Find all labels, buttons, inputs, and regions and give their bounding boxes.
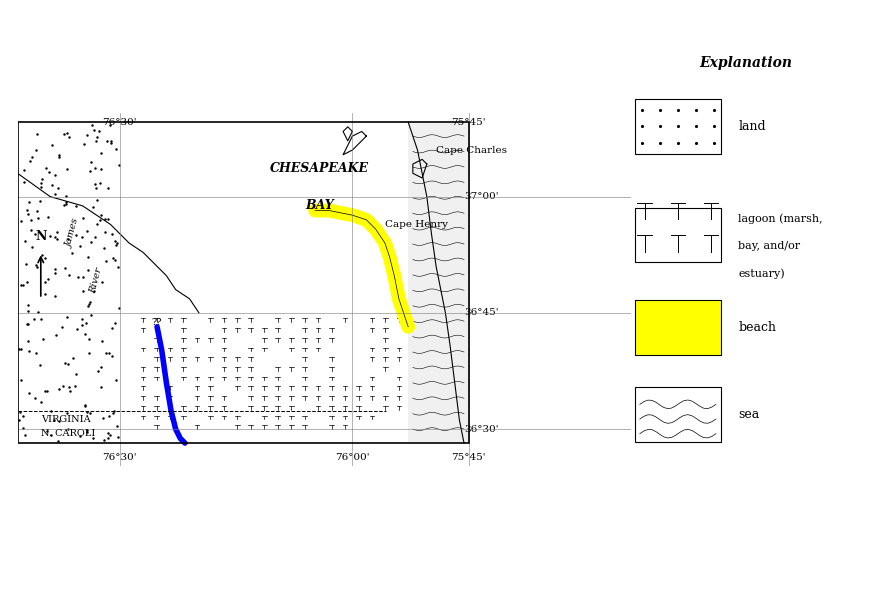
Text: Cape Henry: Cape Henry <box>385 220 448 229</box>
Text: 36°45': 36°45' <box>464 309 498 317</box>
Text: James: James <box>65 218 82 249</box>
Text: 76°30': 76°30' <box>103 453 137 462</box>
Text: Explanation: Explanation <box>699 56 792 70</box>
Text: land: land <box>738 120 766 133</box>
Bar <box>18 122 468 443</box>
Text: 76°30': 76°30' <box>103 118 137 126</box>
Bar <box>0 122 18 443</box>
Text: Cape Charles: Cape Charles <box>436 145 507 155</box>
Text: BAY: BAY <box>305 199 334 212</box>
FancyBboxPatch shape <box>635 99 721 154</box>
Text: River: River <box>89 267 104 294</box>
Text: sea: sea <box>738 408 759 421</box>
Text: CHESAPEAKE: CHESAPEAKE <box>270 162 369 175</box>
Text: 75°45': 75°45' <box>452 453 486 462</box>
Text: beach: beach <box>738 321 776 334</box>
Text: 75°45': 75°45' <box>452 118 486 126</box>
Text: lagoon (marsh,: lagoon (marsh, <box>738 213 823 224</box>
Bar <box>120 313 408 443</box>
Text: VIRGINIA: VIRGINIA <box>41 415 90 424</box>
Text: estuary): estuary) <box>738 268 785 278</box>
Text: 36°30': 36°30' <box>464 424 498 434</box>
FancyBboxPatch shape <box>635 388 721 442</box>
Text: ??: ?? <box>151 318 161 327</box>
FancyBboxPatch shape <box>635 300 721 355</box>
Text: N: N <box>35 230 46 243</box>
Polygon shape <box>408 122 468 443</box>
Text: 76°00': 76°00' <box>335 453 369 462</box>
Text: 37°00': 37°00' <box>464 192 498 201</box>
FancyBboxPatch shape <box>635 208 721 262</box>
Text: N. CAROLI: N. CAROLI <box>41 429 96 439</box>
Text: bay, and/or: bay, and/or <box>738 241 800 251</box>
